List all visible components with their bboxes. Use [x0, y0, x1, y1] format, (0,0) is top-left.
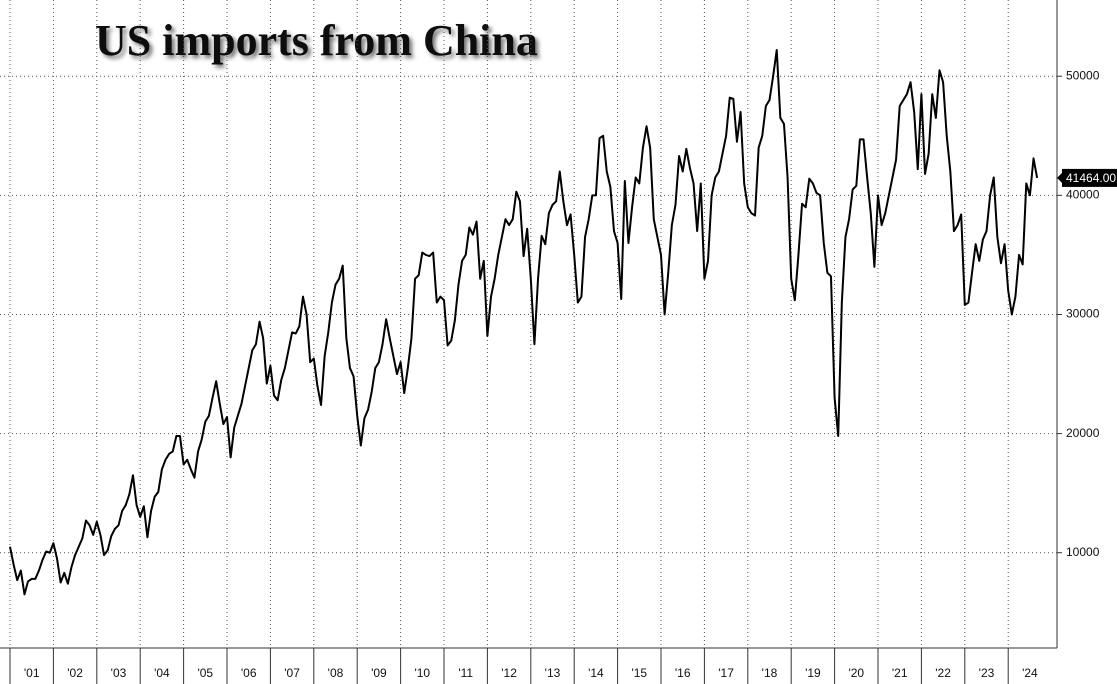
x-tick-label: '09	[371, 666, 387, 680]
x-tick-label: '07	[284, 666, 300, 680]
x-tick-label: '24	[1022, 666, 1038, 680]
y-tick-label: 50000	[1066, 68, 1100, 82]
y-tick-label: 10000	[1066, 545, 1100, 559]
x-tick-label: '12	[501, 666, 517, 680]
x-tick-label: '21	[892, 666, 908, 680]
x-tick-label: '02	[67, 666, 83, 680]
x-tick-label: '06	[241, 666, 257, 680]
data-line	[9, 49, 1039, 596]
x-tick-label: '20	[848, 666, 864, 680]
x-tick-label: '14	[588, 666, 604, 680]
x-tick-label: '13	[545, 666, 561, 680]
x-tick-label: '08	[328, 666, 344, 680]
x-tick-label: '18	[762, 666, 778, 680]
x-tick-label: '11	[458, 666, 473, 680]
x-tick-label: '05	[197, 666, 213, 680]
last-value-pointer	[1057, 171, 1063, 184]
x-tick-label: '15	[631, 666, 647, 680]
x-tick-label: '01	[24, 666, 40, 680]
x-tick-label: '04	[154, 666, 170, 680]
x-tick-label: '03	[111, 666, 127, 680]
x-tick-label: '22	[935, 666, 951, 680]
x-tick-label: '16	[675, 666, 691, 680]
chart-title: US imports from China	[95, 16, 538, 65]
y-tick-label: 20000	[1066, 426, 1100, 440]
x-tick-label: '23	[979, 666, 995, 680]
y-tick-label: 40000	[1066, 188, 1100, 202]
x-tick-label: '19	[805, 666, 821, 680]
y-tick-label: 30000	[1066, 307, 1100, 321]
last-value-box	[1062, 168, 1117, 187]
x-tick-label: '10	[414, 666, 430, 680]
x-tick-label: '17	[718, 666, 734, 680]
last-value-label: 41464.00	[1066, 171, 1116, 185]
